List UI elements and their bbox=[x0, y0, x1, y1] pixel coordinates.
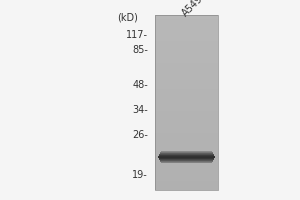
Bar bbox=[155, 94, 218, 98]
Bar bbox=[155, 85, 218, 89]
Bar bbox=[159, 154, 214, 155]
Bar bbox=[159, 159, 214, 160]
Bar bbox=[155, 129, 218, 133]
Bar bbox=[155, 32, 218, 37]
Bar bbox=[155, 124, 218, 129]
Bar bbox=[155, 102, 218, 107]
Bar bbox=[155, 142, 218, 146]
Bar bbox=[155, 120, 218, 124]
Bar bbox=[155, 172, 218, 177]
Bar bbox=[155, 15, 218, 19]
Bar bbox=[155, 168, 218, 172]
Bar bbox=[155, 63, 218, 68]
Bar bbox=[158, 157, 215, 158]
Bar bbox=[155, 41, 218, 46]
Bar bbox=[160, 160, 213, 161]
Bar bbox=[155, 116, 218, 120]
Text: 48-: 48- bbox=[132, 80, 148, 90]
Text: (kD): (kD) bbox=[117, 12, 138, 22]
Bar bbox=[155, 177, 218, 181]
Bar bbox=[155, 107, 218, 111]
Bar bbox=[155, 68, 218, 72]
Text: A549: A549 bbox=[180, 0, 205, 18]
Bar bbox=[155, 151, 218, 155]
Bar bbox=[155, 28, 218, 32]
Bar bbox=[155, 50, 218, 54]
Bar bbox=[155, 164, 218, 168]
Bar bbox=[155, 98, 218, 102]
Bar bbox=[155, 89, 218, 94]
Bar bbox=[155, 76, 218, 81]
Bar bbox=[155, 133, 218, 138]
Text: 26-: 26- bbox=[132, 130, 148, 140]
Bar bbox=[160, 152, 213, 153]
Text: 117-: 117- bbox=[126, 30, 148, 40]
Text: 85-: 85- bbox=[132, 45, 148, 55]
Bar bbox=[155, 111, 218, 116]
Bar bbox=[160, 153, 213, 154]
Bar bbox=[155, 19, 218, 24]
Bar bbox=[155, 72, 218, 76]
Bar bbox=[155, 81, 218, 85]
Bar bbox=[160, 161, 213, 162]
Bar bbox=[155, 181, 218, 186]
Bar bbox=[155, 15, 218, 190]
Bar bbox=[158, 156, 214, 157]
Bar bbox=[155, 54, 218, 59]
Bar bbox=[155, 138, 218, 142]
Text: 19-: 19- bbox=[132, 170, 148, 180]
Bar bbox=[155, 155, 218, 159]
Text: 34-: 34- bbox=[132, 105, 148, 115]
Bar bbox=[155, 59, 218, 63]
Bar bbox=[160, 162, 212, 163]
Bar bbox=[161, 151, 212, 152]
Bar bbox=[159, 158, 214, 159]
Bar bbox=[155, 186, 218, 190]
Bar bbox=[155, 146, 218, 151]
Bar bbox=[155, 37, 218, 41]
Bar bbox=[159, 155, 214, 156]
Bar bbox=[155, 46, 218, 50]
Bar bbox=[155, 24, 218, 28]
Bar bbox=[155, 159, 218, 164]
